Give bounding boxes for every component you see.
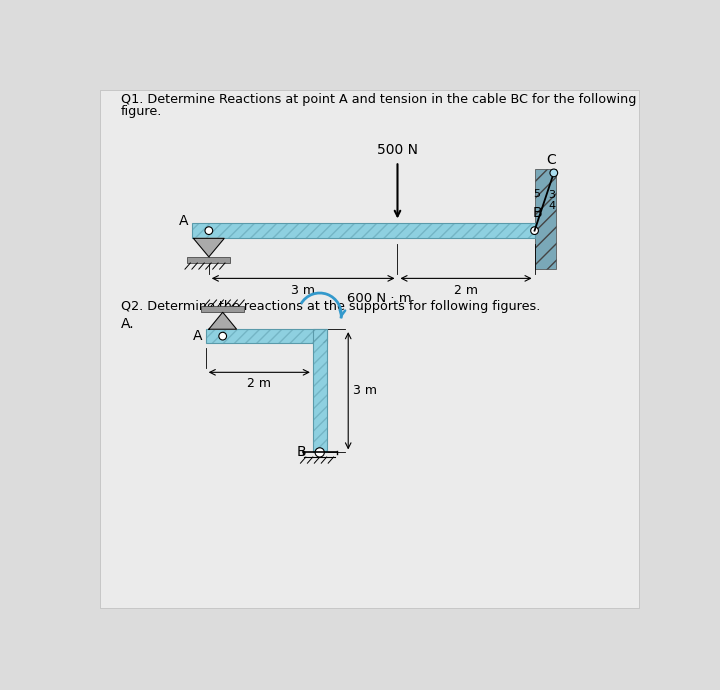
Bar [192,223,534,238]
Text: 2 m: 2 m [454,284,478,297]
Text: Q1. Determine Reactions at point A and tension in the cable BC for the following: Q1. Determine Reactions at point A and t… [121,93,636,106]
Text: 3 m: 3 m [291,284,315,297]
Circle shape [550,169,558,177]
Text: A: A [179,214,188,228]
Bar [312,329,327,453]
Bar [192,223,534,238]
Bar [187,257,230,263]
Text: A: A [192,329,202,343]
Text: B: B [532,206,542,220]
Text: B: B [297,446,307,460]
Bar [206,329,327,343]
Text: Q2. Determine the reactions at the supports for following figures.: Q2. Determine the reactions at the suppo… [121,300,541,313]
Circle shape [219,333,227,340]
Text: 600 N · m: 600 N · m [348,293,412,306]
FancyBboxPatch shape [99,90,639,608]
Text: 3 m: 3 m [353,384,377,397]
Circle shape [205,227,212,235]
Text: 5: 5 [534,189,541,199]
Bar [312,329,327,453]
Circle shape [315,448,324,457]
Bar [534,169,556,269]
Text: figure.: figure. [121,105,163,118]
Text: A.: A. [121,317,135,331]
Bar [201,306,244,313]
Text: C: C [546,153,557,168]
Polygon shape [194,238,224,257]
Text: 4: 4 [548,201,555,210]
Text: 3: 3 [548,190,555,200]
Polygon shape [209,313,237,329]
Text: 2 m: 2 m [247,377,271,390]
Bar [206,329,327,343]
Circle shape [531,227,539,235]
Text: 500 N: 500 N [377,144,418,157]
